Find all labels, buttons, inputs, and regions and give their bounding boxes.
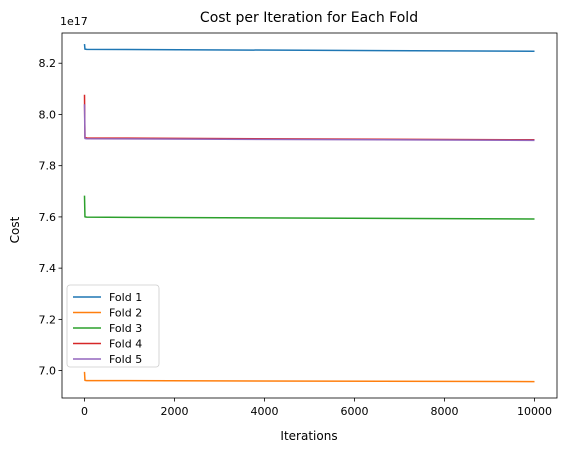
y-offset-text: 1e17 (60, 15, 88, 28)
y-tick-label: 7.2 (39, 313, 57, 326)
legend-label-fold-2: Fold 2 (109, 307, 142, 320)
legend-label-fold-4: Fold 4 (109, 338, 142, 351)
y-tick-label: 7.0 (39, 365, 57, 378)
chart-title: Cost per Iteration for Each Fold (200, 10, 418, 26)
legend-label-fold-5: Fold 5 (109, 353, 142, 366)
x-tick-label: 10000 (517, 405, 552, 418)
x-tick-label: 0 (81, 405, 88, 418)
series-layer (83, 43, 535, 383)
plot-frame (61, 32, 558, 399)
ticks-layer: 0 2000 4000 6000 8000 10000 7.0 7.2 7.4 7.6 7.8 8.0… (39, 57, 553, 418)
x-axis-label: Iterations (280, 429, 337, 443)
x-tick-label: 4000 (251, 405, 279, 418)
y-tick-label: 8.0 (39, 108, 57, 121)
y-tick-label: 7.8 (39, 160, 57, 173)
legend-label-fold-3: Fold 3 (109, 322, 142, 335)
y-axis-label: Cost (8, 216, 22, 243)
y-tick-label: 8.2 (39, 57, 57, 70)
series-line-fold-1 (83, 43, 535, 52)
x-tick-label: 8000 (431, 405, 459, 418)
legend-box (66, 284, 160, 368)
y-tick-label: 7.6 (39, 211, 57, 224)
x-tick-label: 6000 (341, 405, 369, 418)
x-tick-label: 2000 (161, 405, 189, 418)
series-line-fold-5 (83, 104, 535, 142)
legend: Fold 1 Fold 2 Fold 3 Fold 4 Fold 5 (66, 284, 160, 368)
series-line-fold-3 (83, 195, 535, 220)
legend-label-fold-1: Fold 1 (109, 291, 142, 304)
series-line-fold-2 (83, 371, 535, 383)
series-line-fold-4 (83, 94, 535, 141)
y-tick-label: 7.4 (39, 262, 57, 275)
